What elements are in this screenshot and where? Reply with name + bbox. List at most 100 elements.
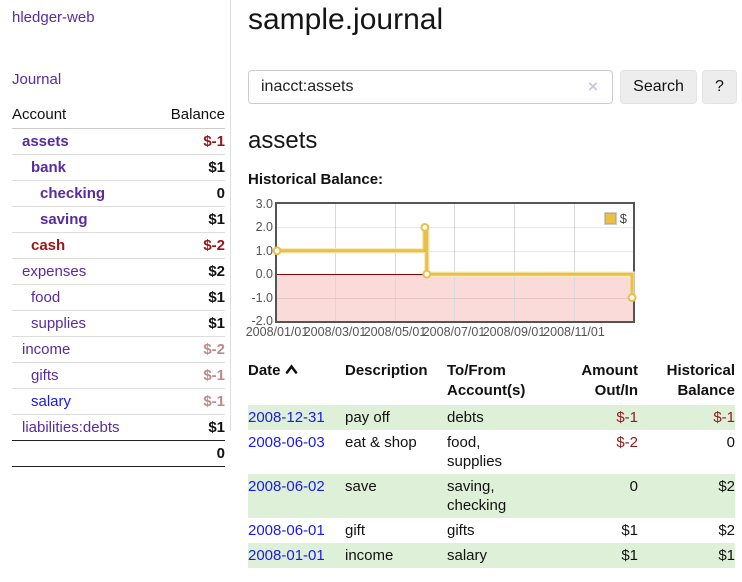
account-link-bank[interactable]: bank (31, 159, 67, 176)
txn-date-link[interactable]: 2008-06-01 (248, 522, 325, 539)
account-balance: $2 (153, 258, 225, 285)
txn-accounts: saving, checking (447, 478, 507, 514)
account-balance: $-2 (153, 336, 225, 363)
account-row-cash: cash $-2 (12, 232, 225, 259)
account-row-saving: saving $1 (12, 206, 225, 233)
x-axis-tick-label: 2008/11/01 (543, 325, 605, 339)
x-axis-tick-label: 2008/03/01 (303, 325, 367, 339)
register-col-date[interactable]: Date (248, 359, 345, 405)
main-content: sample.journal × Search ? assets Histori… (245, 0, 742, 568)
accounts-table: Account Balance assets $-1 bank $1 check… (12, 104, 225, 467)
account-heading: assets (248, 127, 318, 154)
search-input[interactable] (248, 70, 613, 104)
x-axis-tick-label: 2008/05/01 (363, 325, 427, 339)
account-row-salary: salary $-1 (12, 388, 225, 415)
txn-accounts: food, supplies (447, 434, 503, 470)
y-axis-tick-label: 0.0 (255, 267, 273, 281)
register-header-row: Date Description To/From Account(s) Amou… (248, 359, 735, 405)
account-link-food[interactable]: food (31, 289, 61, 306)
account-link-saving[interactable]: saving (40, 211, 88, 228)
account-balance: $-2 (153, 232, 225, 259)
account-row-supplies: supplies $1 (12, 310, 225, 337)
y-axis-tick-label: 3.0 (255, 197, 273, 211)
register-col-date-label: Date (248, 362, 281, 379)
txn-accounts: gifts (447, 522, 475, 539)
txn-amount: 0 (629, 478, 638, 495)
register-col-amount: Amount Out/In (581, 362, 638, 399)
txn-amount: $1 (621, 547, 638, 564)
clear-search-icon[interactable]: × (588, 77, 598, 96)
txn-accounts: salary (447, 547, 488, 564)
txn-description: save (345, 478, 377, 495)
x-axis-tick-label: 2008/01/01 (245, 325, 309, 339)
register-row: 2008-06-02 save saving, checking 0 $2 (248, 474, 735, 518)
txn-amount: $1 (621, 522, 638, 539)
app-brand-link[interactable]: hledger-web (12, 9, 95, 26)
account-link-expenses[interactable]: expenses (22, 263, 87, 280)
txn-description: eat & shop (345, 434, 417, 451)
account-row-liabilities-debts: liabilities:debts $1 (12, 414, 225, 441)
txn-balance: $-1 (713, 409, 735, 426)
legend-swatch-icon (603, 212, 617, 225)
accounts-col-balance: Balance (153, 104, 225, 129)
data-point-marker (420, 223, 430, 232)
txn-balance: 0 (726, 434, 735, 451)
chart-title: Historical Balance: (248, 171, 384, 188)
txn-balance: $2 (718, 478, 735, 495)
account-link-cash[interactable]: cash (31, 237, 66, 254)
account-balance: $-1 (153, 362, 225, 389)
legend-label: $ (619, 211, 627, 226)
txn-description: pay off (345, 409, 390, 426)
txn-amount: $-1 (616, 409, 638, 426)
chart-plot-area: $ (272, 202, 637, 323)
account-link-supplies[interactable]: supplies (31, 315, 87, 332)
txn-amount: $-2 (616, 434, 638, 451)
account-balance: $1 (153, 284, 225, 311)
account-row-food: food $1 (12, 284, 225, 311)
txn-accounts: debts (447, 409, 484, 426)
register-row: 2008-06-01 gift gifts $1 $2 (248, 518, 735, 543)
search-bar: × Search ? (248, 70, 742, 104)
txn-date-link[interactable]: 2008-01-01 (248, 547, 325, 564)
sidebar: hledger-web Journal Account Balance asse… (0, 0, 231, 467)
account-link-gifts[interactable]: gifts (31, 367, 59, 384)
txn-balance: $2 (718, 522, 735, 539)
account-link-salary[interactable]: salary (31, 393, 72, 410)
account-row-expenses: expenses $2 (12, 258, 225, 285)
sidebar-item-journal[interactable]: Journal (12, 71, 62, 88)
data-point-marker (272, 246, 282, 256)
y-axis-tick-label: 2.0 (255, 220, 273, 234)
account-balance: $-1 (203, 133, 225, 150)
txn-description: gift (345, 522, 366, 539)
register-row: 2008-01-01 income salary $1 $1 (248, 543, 735, 568)
txn-balance: $1 (718, 547, 735, 564)
search-button[interactable]: Search (620, 70, 697, 104)
accounts-header-row: Account Balance (12, 104, 225, 129)
account-link-checking[interactable]: checking (40, 185, 106, 202)
account-link-assets[interactable]: assets (22, 133, 69, 150)
account-balance: $1 (153, 310, 225, 337)
accounts-total: 0 (153, 440, 225, 467)
data-point-marker (627, 293, 637, 302)
data-point-marker (422, 269, 432, 279)
account-row-income: income $-2 (12, 336, 225, 363)
account-balance: $1 (153, 206, 225, 233)
account-link-income[interactable]: income (22, 341, 71, 358)
txn-date-link[interactable]: 2008-12-31 (248, 409, 325, 426)
account-row-gifts: gifts $-1 (12, 362, 225, 389)
help-button[interactable]: ? (702, 70, 737, 104)
sort-asc-icon[interactable] (285, 361, 298, 381)
register-col-description: Description (345, 362, 428, 379)
account-link-liabilities-debts[interactable]: liabilities:debts (22, 419, 120, 436)
historical-balance-chart: $3.0 2.0 1.0 0.0 -1.0 -2.0 2008/01/01 2008/03/0… (245, 188, 742, 340)
account-balance: $-1 (153, 388, 225, 415)
x-axis-tick-label: 2008/07/01 (422, 325, 486, 339)
txn-date-link[interactable]: 2008-06-02 (248, 478, 325, 495)
register-col-accounts: To/From Account(s) (447, 362, 526, 399)
txn-date-link[interactable]: 2008-06-03 (248, 434, 325, 451)
accounts-col-account: Account (12, 104, 154, 129)
y-axis-tick-label: -2.0 (251, 314, 273, 328)
accounts-total-row: 0 (12, 440, 225, 467)
account-balance: $1 (153, 414, 225, 441)
x-axis-tick-label: 2008/09/01 (482, 325, 546, 339)
